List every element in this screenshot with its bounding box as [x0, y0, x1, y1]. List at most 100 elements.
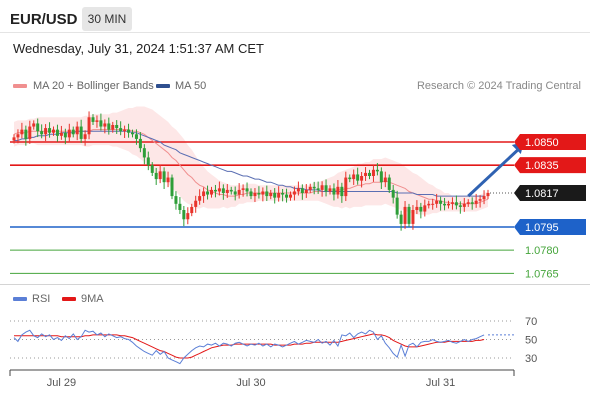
candle-body: [466, 202, 470, 204]
candle-body: [431, 203, 435, 205]
candle-body: [127, 129, 131, 133]
candle-body: [387, 177, 391, 190]
candle-body: [221, 188, 225, 193]
candle-body: [241, 188, 245, 190]
candle-body: [150, 165, 154, 173]
forecast-arrow-shaft: [467, 147, 520, 198]
candle-body: [115, 125, 119, 129]
candle-body: [162, 171, 166, 183]
ma20-legend-swatch: [13, 84, 27, 88]
candle-body: [198, 196, 202, 201]
candle-body: [289, 194, 292, 198]
candle-body: [87, 117, 91, 135]
level-label-1.0835-box: [514, 157, 586, 174]
candle-body: [59, 132, 63, 136]
candle-body: [103, 123, 107, 127]
candle-body: [210, 189, 213, 195]
candle-body: [190, 206, 194, 214]
candle-body: [52, 129, 55, 133]
candle-body: [427, 203, 431, 206]
candle-body: [277, 193, 281, 198]
candle-body: [352, 174, 356, 180]
candle-body: [360, 176, 364, 181]
candle-body: [403, 206, 407, 224]
candle-body: [206, 191, 210, 195]
rsi-legend-label: RSI: [32, 293, 51, 305]
candle-body: [202, 191, 206, 197]
candle-body: [158, 171, 162, 180]
candle-body: [482, 196, 486, 200]
candle-body: [458, 205, 462, 207]
candle-body: [225, 189, 229, 193]
candle-body: [142, 148, 146, 158]
candle-body: [16, 134, 20, 138]
candle-body: [12, 137, 16, 141]
candle-body: [296, 188, 300, 192]
rsi-tick-50: 50: [525, 335, 537, 347]
candle-body: [399, 214, 403, 224]
candle-body: [166, 177, 170, 183]
level-label-1.0835: 1.0835: [525, 160, 559, 172]
rsi-tick-70: 70: [525, 316, 537, 328]
candle-body: [170, 177, 174, 197]
candle-body: [20, 129, 24, 135]
last-price-label-box: [514, 185, 586, 201]
rsi-legend-swatch: [13, 297, 27, 301]
candle-body: [99, 120, 103, 127]
candle-body: [182, 210, 186, 220]
instrument-title: EUR/USD: [10, 11, 78, 28]
candle-body: [67, 129, 71, 138]
candle-body: [474, 200, 478, 204]
candle-body: [253, 193, 257, 197]
candle-body: [174, 196, 178, 204]
candle-body: [411, 210, 415, 224]
candle-body: [154, 172, 158, 180]
candle-body: [486, 193, 490, 197]
x-tick-label: Jul 30: [236, 377, 265, 389]
candle-body: [63, 132, 67, 138]
candle-body: [36, 123, 40, 132]
candle-body: [415, 206, 419, 210]
candle-body: [344, 177, 348, 197]
candle-body: [356, 174, 360, 181]
level-label-1.0780: 1.0780: [525, 245, 559, 257]
candle-body: [111, 125, 115, 130]
level-label-1.0850: 1.0850: [525, 137, 559, 149]
candle-body: [285, 194, 289, 198]
candle-body: [312, 186, 316, 189]
candle-body: [371, 169, 375, 176]
panel-divider: [0, 284, 590, 285]
candle-body: [233, 191, 237, 195]
candle-body: [391, 189, 395, 198]
candle-body: [119, 128, 123, 132]
candle-body: [379, 171, 383, 183]
candle-body: [304, 189, 308, 193]
candle-body: [273, 193, 277, 198]
last-price-label: 1.0817: [525, 188, 559, 200]
candle-body: [107, 123, 111, 130]
rsi9-legend-label: 9MA: [81, 293, 104, 305]
candle-body: [123, 129, 127, 132]
candle-body: [75, 126, 79, 135]
candle-body: [48, 128, 52, 133]
candle-body: [300, 188, 304, 193]
candle-body: [435, 200, 439, 204]
candle-body: [375, 169, 379, 172]
candle-body: [24, 129, 28, 139]
timeframe-badge[interactable]: 30 MIN: [82, 7, 132, 31]
candle-body: [419, 206, 423, 212]
x-tick-label: Jul 31: [426, 377, 455, 389]
candle-body: [383, 177, 387, 183]
candle-body: [443, 203, 447, 206]
level-label-1.0850-box: [514, 134, 586, 150]
candle-body: [340, 186, 344, 197]
x-tick-label: Jul 29: [47, 377, 76, 389]
candle-body: [407, 206, 411, 224]
candle-body: [332, 188, 336, 195]
candle-body: [336, 186, 340, 195]
candle-body: [186, 213, 190, 220]
candle-body: [348, 177, 352, 180]
candle-body: [257, 193, 261, 195]
